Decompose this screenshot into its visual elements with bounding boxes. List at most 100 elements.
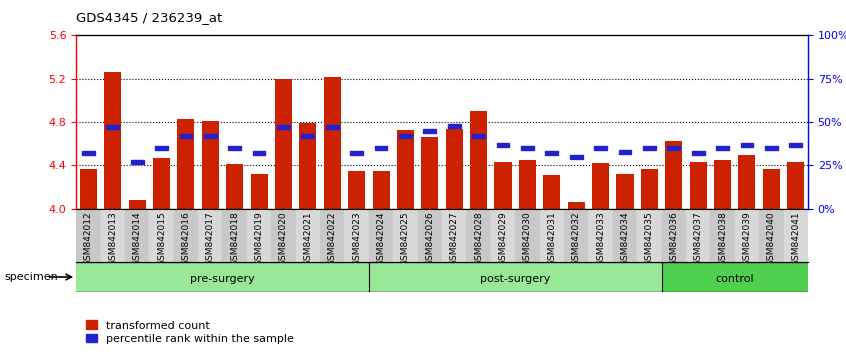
Text: pre-surgery: pre-surgery — [190, 274, 255, 284]
Bar — [275, 79, 292, 209]
Bar — [783, 209, 808, 262]
Bar — [640, 169, 658, 209]
Bar — [82, 151, 95, 155]
Bar — [299, 123, 316, 209]
Bar — [519, 160, 536, 209]
Text: GSM842015: GSM842015 — [157, 211, 166, 266]
Text: GSM842016: GSM842016 — [181, 211, 190, 266]
Bar — [686, 209, 711, 262]
Text: GDS4345 / 236239_at: GDS4345 / 236239_at — [76, 11, 222, 24]
Bar — [421, 137, 438, 209]
Bar — [369, 262, 662, 292]
Text: GSM842013: GSM842013 — [108, 211, 118, 266]
Bar — [326, 125, 338, 130]
Bar — [497, 143, 509, 147]
Bar — [739, 155, 755, 209]
Bar — [296, 209, 320, 262]
Text: GSM842018: GSM842018 — [230, 211, 239, 266]
Bar — [320, 209, 344, 262]
Bar — [448, 124, 460, 128]
Bar — [665, 141, 683, 209]
Bar — [442, 209, 466, 262]
Bar — [301, 134, 314, 138]
Bar — [250, 174, 267, 209]
Bar — [272, 209, 296, 262]
Bar — [515, 209, 540, 262]
Bar — [466, 209, 491, 262]
Bar — [129, 200, 146, 209]
Bar — [76, 262, 369, 292]
Bar — [173, 209, 198, 262]
Bar — [491, 209, 515, 262]
Bar — [618, 149, 631, 154]
Bar — [344, 209, 369, 262]
Bar — [564, 209, 588, 262]
Bar — [198, 209, 222, 262]
Bar — [253, 151, 266, 155]
Bar — [546, 151, 558, 155]
Text: GSM842026: GSM842026 — [426, 211, 434, 266]
Text: GSM842040: GSM842040 — [766, 211, 776, 266]
Bar — [125, 209, 149, 262]
Bar — [540, 209, 564, 262]
Bar — [201, 121, 219, 209]
Bar — [594, 146, 607, 150]
Bar — [759, 209, 783, 262]
Bar — [617, 174, 634, 209]
Bar — [643, 146, 656, 150]
Bar — [765, 146, 777, 150]
Bar — [637, 209, 662, 262]
Text: GSM842014: GSM842014 — [133, 211, 141, 266]
Bar — [789, 143, 802, 147]
Text: specimen: specimen — [4, 272, 58, 282]
Bar — [717, 146, 729, 150]
Text: GSM842029: GSM842029 — [498, 211, 508, 266]
Text: GSM842028: GSM842028 — [474, 211, 483, 266]
Bar — [372, 171, 390, 209]
Bar — [80, 169, 97, 209]
Bar — [521, 146, 534, 150]
Bar — [131, 160, 144, 164]
Bar — [689, 162, 706, 209]
Bar — [153, 158, 170, 209]
Bar — [369, 209, 393, 262]
Bar — [613, 209, 637, 262]
Bar — [104, 72, 121, 209]
Bar — [101, 209, 125, 262]
Bar — [226, 164, 244, 209]
Text: GSM842019: GSM842019 — [255, 211, 264, 266]
Text: GSM842021: GSM842021 — [304, 211, 312, 266]
Text: GSM842038: GSM842038 — [718, 211, 727, 266]
Text: post-surgery: post-surgery — [480, 274, 551, 284]
Text: GSM842037: GSM842037 — [694, 211, 703, 266]
Bar — [692, 151, 705, 155]
Bar — [393, 209, 418, 262]
Bar — [446, 129, 463, 209]
Bar — [667, 146, 680, 150]
Text: GSM842017: GSM842017 — [206, 211, 215, 266]
Bar — [155, 146, 168, 150]
Bar — [763, 169, 780, 209]
Bar — [662, 209, 686, 262]
Text: GSM842041: GSM842041 — [791, 211, 800, 266]
Bar — [375, 146, 387, 150]
Bar — [570, 155, 583, 159]
Bar — [588, 209, 613, 262]
Bar — [494, 162, 512, 209]
Bar — [470, 111, 487, 209]
Bar — [107, 125, 119, 130]
Bar — [178, 119, 195, 209]
Bar — [662, 262, 808, 292]
Bar — [204, 134, 217, 138]
Legend: transformed count, percentile rank within the sample: transformed count, percentile rank withi… — [82, 316, 299, 348]
Bar — [228, 146, 241, 150]
Bar — [348, 171, 365, 209]
Bar — [787, 162, 805, 209]
Bar — [179, 134, 192, 138]
Bar — [424, 129, 437, 133]
Bar — [399, 134, 412, 138]
Bar — [734, 209, 759, 262]
Bar — [711, 209, 734, 262]
Text: control: control — [716, 274, 754, 284]
Bar — [568, 202, 585, 209]
